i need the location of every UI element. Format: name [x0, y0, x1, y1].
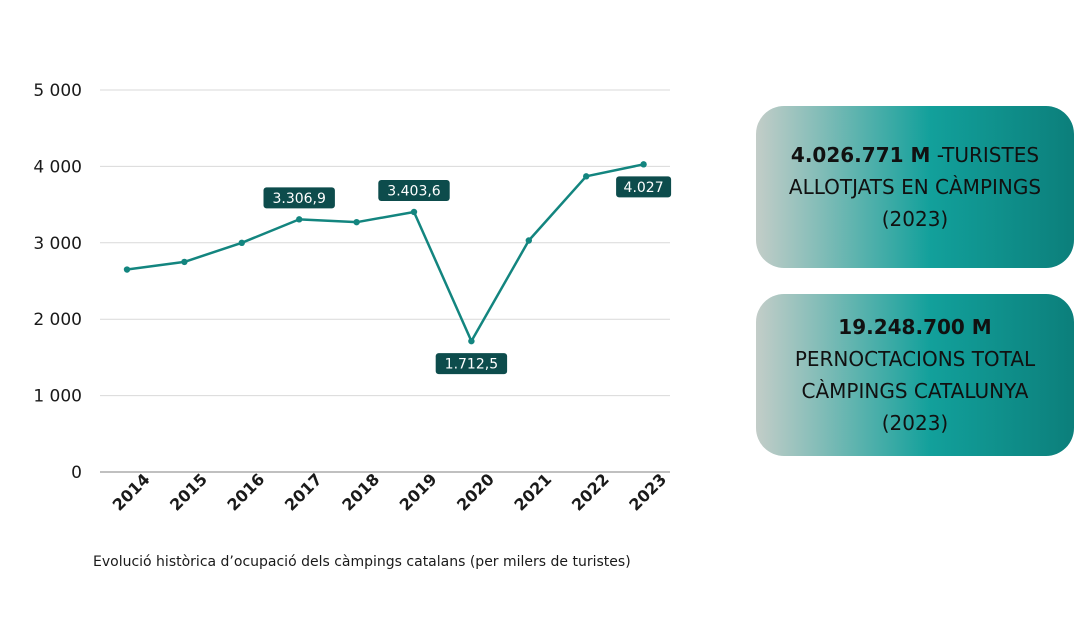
x-axis-ticks: 2014 2015 2016 2017 2018 2019 2020 2021 2022 2023: [109, 470, 671, 515]
y-tick-label: 4 000: [33, 157, 82, 177]
data-label-box: [435, 353, 508, 375]
stat-card-tourists: 4.026.771 M -TURISTES ALLOTJATS EN CÀMPI…: [756, 106, 1074, 268]
data-label-box: [378, 179, 450, 201]
x-tick-label: 2016: [223, 470, 268, 515]
stat-card-tourists-text: 4.026.771 M -TURISTES ALLOTJATS EN CÀMPI…: [789, 139, 1041, 235]
stat-card-tourists-line-1: -TURISTES: [936, 143, 1040, 167]
y-tick-label: 5 000: [33, 81, 82, 101]
chart-caption: Evolució històrica d’ocupació dels càmpi…: [93, 554, 631, 570]
data-label-text: 3.403,6: [387, 183, 441, 199]
data-labels: 3.306,9 3.403,6 1.712,5 4.027: [263, 176, 672, 375]
data-label-box: [263, 187, 335, 209]
data-label-text: 1.712,5: [445, 357, 498, 373]
data-point: [640, 161, 647, 168]
data-point: [296, 216, 303, 223]
data-label-text: 4.027: [624, 180, 664, 196]
stat-card-overnights-value: 19.248.700 M: [838, 315, 992, 339]
data-point: [181, 258, 188, 266]
stat-card-overnights-line-3: (2023): [881, 411, 949, 435]
series-line-path: [126, 163, 644, 343]
stat-card-tourists-value: 4.026.771 M: [790, 143, 931, 167]
x-tick-label: 2019: [396, 470, 441, 515]
data-label: 1.712,5: [435, 353, 508, 375]
stat-card-overnights-line-2: CÀMPINGS CATALUNYA: [801, 379, 1029, 403]
data-point: [238, 239, 245, 246]
y-tick-label: 2 000: [33, 310, 82, 330]
data-point: [410, 208, 418, 216]
data-point: [583, 173, 590, 180]
data-point: [525, 237, 532, 244]
data-label: 3.403,6: [378, 179, 450, 201]
data-point: [353, 218, 360, 226]
x-tick-label: 2022: [568, 470, 613, 515]
stat-card-overnights: 19.248.700 M PERNOCTACIONS TOTAL CÀMPING…: [756, 294, 1074, 456]
stat-card-tourists-line-2: ALLOTJATS EN CÀMPINGS: [788, 175, 1042, 199]
y-tick-label: 0: [71, 463, 82, 483]
data-label: 4.027: [616, 176, 672, 198]
x-tick-label: 2015: [166, 470, 211, 515]
grid-lines: [100, 89, 670, 473]
x-tick-label: 2020: [453, 470, 498, 515]
x-tick-label: 2014: [109, 470, 154, 515]
data-label-text: 3.306,9: [272, 191, 325, 207]
stat-card-overnights-text: 19.248.700 M PERNOCTACIONS TOTAL CÀMPING…: [795, 311, 1035, 439]
x-tick-label: 2017: [281, 470, 326, 515]
y-tick-label: 1 000: [33, 387, 82, 407]
data-label: 3.306,9: [263, 187, 335, 209]
y-tick-label: 3 000: [33, 234, 82, 254]
y-axis-ticks: 0 1 000 2 000 3 000 4 000 5 000: [33, 81, 82, 483]
data-label-box: [616, 176, 672, 198]
series-line: [126, 163, 644, 343]
stat-card-overnights-line-1: PERNOCTACIONS TOTAL: [794, 347, 1036, 371]
x-tick-label: 2023: [625, 470, 670, 515]
data-point: [468, 337, 475, 345]
data-points: [123, 161, 647, 345]
x-tick-label: 2021: [510, 470, 555, 515]
stat-card-tourists-line-3: (2023): [881, 207, 949, 231]
x-tick-label: 2018: [338, 470, 383, 515]
data-point: [123, 266, 131, 273]
